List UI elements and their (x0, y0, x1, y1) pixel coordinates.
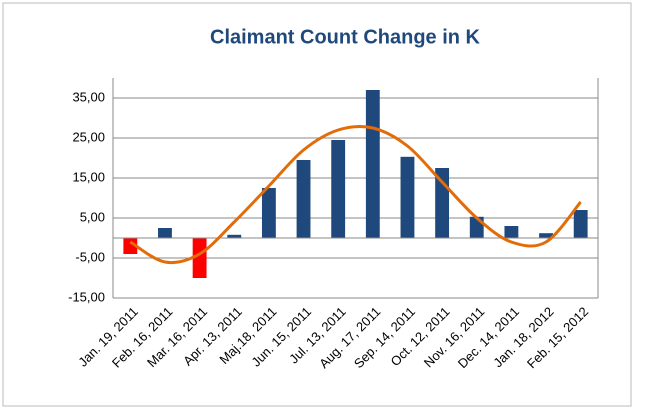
y-tick-label: -5,00 (75, 249, 105, 264)
bar (227, 234, 242, 238)
bar (261, 188, 276, 238)
bar (123, 238, 138, 254)
bar (296, 160, 311, 238)
bar (331, 140, 346, 238)
bar (192, 238, 207, 278)
y-tick-label: 5,00 (80, 209, 105, 224)
y-tick-label: 35,00 (72, 89, 105, 104)
bar (400, 156, 415, 238)
y-tick-label: 25,00 (72, 129, 105, 144)
bar (365, 90, 380, 238)
trend-line (129, 124, 582, 265)
y-tick-label: 15,00 (72, 169, 105, 184)
y-tick-label: -15,00 (68, 289, 105, 304)
bar (504, 226, 519, 238)
bar (573, 210, 588, 238)
bar (158, 228, 172, 238)
chart-frame (2, 2, 632, 407)
bar (539, 233, 553, 238)
chart-title: Claimant Count Change in K (210, 26, 481, 48)
